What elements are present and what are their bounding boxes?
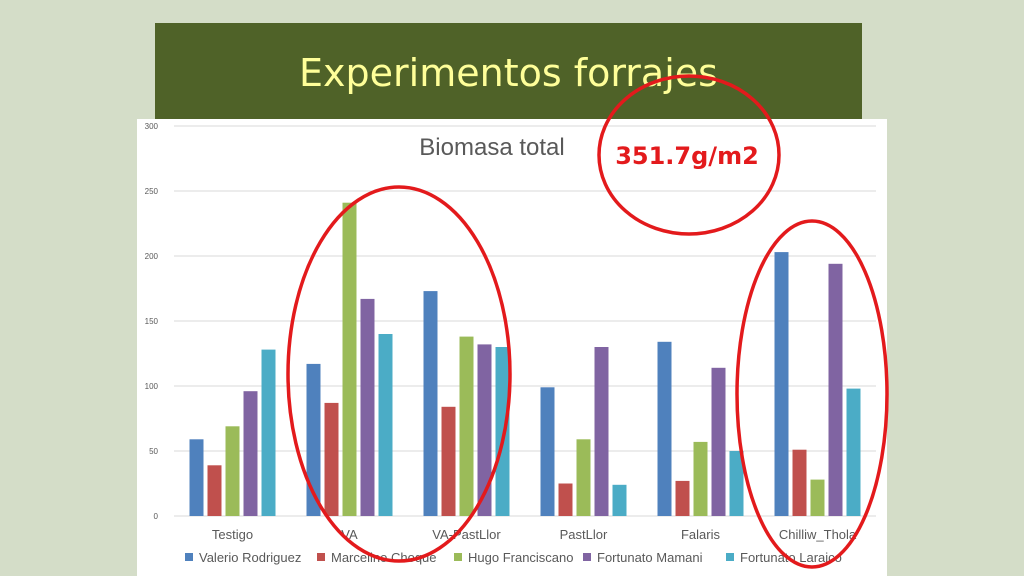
bar: [207, 465, 222, 516]
bar: [441, 406, 456, 516]
bar: [225, 426, 240, 516]
bar: [675, 480, 690, 516]
legend-label: Valerio Rodriguez: [199, 550, 301, 565]
gridlines: [174, 125, 876, 517]
legend-swatch: [726, 553, 734, 561]
y-tick-label: 300: [145, 122, 159, 131]
bar: [189, 439, 204, 516]
bar: [657, 341, 672, 516]
chart-title: Biomasa total: [419, 134, 564, 161]
bar: [243, 391, 258, 516]
bars: [189, 202, 861, 516]
x-axis-ticks: Testigo VA VA-PastLlor PastLlor Falaris Chill…: [212, 527, 857, 542]
legend-swatch: [185, 553, 193, 561]
title-band: Experimentos forrajes: [155, 23, 862, 123]
legend-label: Fortunato Mamani: [597, 550, 703, 565]
bar: [711, 367, 726, 516]
bar: [360, 298, 375, 516]
x-tick-label: Testigo: [212, 527, 253, 542]
bar: [477, 344, 492, 516]
slide-title: Experimentos forrajes: [299, 51, 718, 95]
y-axis-ticks: 0 50 100 150 200 250 300: [145, 122, 159, 521]
bar: [423, 291, 438, 516]
y-tick-label: 150: [145, 317, 159, 326]
bar: [540, 387, 555, 516]
bar: [459, 336, 474, 516]
x-tick-label: Falaris: [681, 527, 721, 542]
bar: [558, 483, 573, 516]
bar: [729, 451, 744, 516]
bar: [306, 363, 321, 516]
y-tick-label: 200: [145, 252, 159, 261]
bar: [810, 479, 825, 516]
legend-swatch: [583, 553, 591, 561]
x-tick-label: VA: [341, 527, 358, 542]
legend-label: Hugo Franciscano: [468, 550, 574, 565]
bar: [792, 449, 807, 516]
bar-chart: Biomasa total 0 50 100 150 200 250 300 Testigo…: [145, 122, 876, 565]
bar: [342, 202, 357, 516]
bar: [378, 334, 393, 516]
legend-swatch: [317, 553, 325, 561]
bar: [828, 263, 843, 516]
bar: [324, 402, 339, 516]
bar: [774, 252, 789, 516]
bar: [846, 388, 861, 516]
bar: [576, 439, 591, 516]
legend: Valerio Rodriguez Marcelino Choque Hugo Fr…: [185, 550, 842, 565]
x-tick-label: PastLlor: [560, 527, 608, 542]
y-tick-label: 250: [145, 187, 159, 196]
bar: [495, 347, 510, 516]
y-tick-label: 0: [154, 512, 159, 521]
legend-swatch: [454, 553, 462, 561]
bar: [594, 347, 609, 516]
x-tick-label: Chilliw_Thola: [779, 527, 857, 542]
bar: [612, 484, 627, 516]
x-tick-label: VA-PastLlor: [432, 527, 501, 542]
legend-label: Marcelino Choque: [331, 550, 437, 565]
y-tick-label: 100: [145, 382, 159, 391]
legend-label: Fortunato Laraico: [740, 550, 842, 565]
bar: [693, 441, 708, 516]
bar: [261, 349, 276, 516]
y-tick-label: 50: [149, 447, 158, 456]
chart-panel: Biomasa total 0 50 100 150 200 250 300 Testigo…: [137, 119, 887, 576]
